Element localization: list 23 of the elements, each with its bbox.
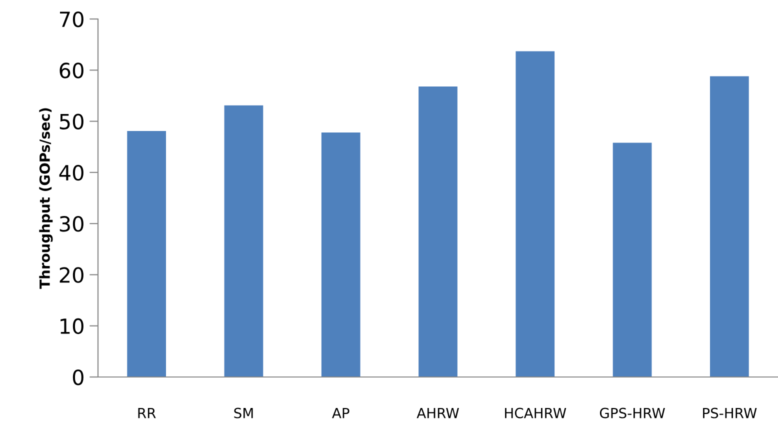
bar (224, 105, 264, 377)
y-tick-label: 30 (60, 216, 84, 232)
y-axis-title: Throughput (GOPs/sec) (39, 108, 53, 289)
x-tick-label: SM (234, 408, 253, 418)
bar (612, 142, 652, 377)
bar (418, 86, 458, 377)
y-tick-label: 10 (60, 318, 84, 334)
y-tick-label: 60 (60, 62, 84, 78)
x-tick-label: AHRW (416, 408, 459, 418)
x-tick-label: HCAHRW (505, 408, 566, 418)
y-tick-label: 50 (60, 114, 84, 130)
bar (127, 131, 166, 377)
y-tick-label: 20 (60, 267, 84, 283)
x-tick-label: RR (138, 408, 156, 418)
y-tick-label: 70 (60, 11, 84, 28)
y-tick-label: 0 (72, 369, 84, 386)
bar (710, 76, 749, 377)
bar (516, 51, 555, 377)
y-tick-label: 40 (59, 164, 84, 181)
bar (321, 132, 360, 377)
x-tick-label: AP (332, 408, 350, 418)
x-tick-label: GPS-HRW (600, 408, 665, 418)
x-tick-label: PS-HRW (703, 408, 757, 418)
